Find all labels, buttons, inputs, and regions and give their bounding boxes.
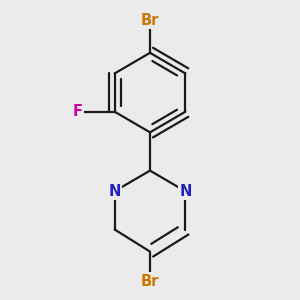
Text: N: N	[179, 184, 191, 199]
Text: N: N	[109, 184, 121, 199]
Text: Br: Br	[141, 13, 159, 28]
Text: F: F	[73, 104, 83, 119]
Text: Br: Br	[141, 274, 159, 289]
